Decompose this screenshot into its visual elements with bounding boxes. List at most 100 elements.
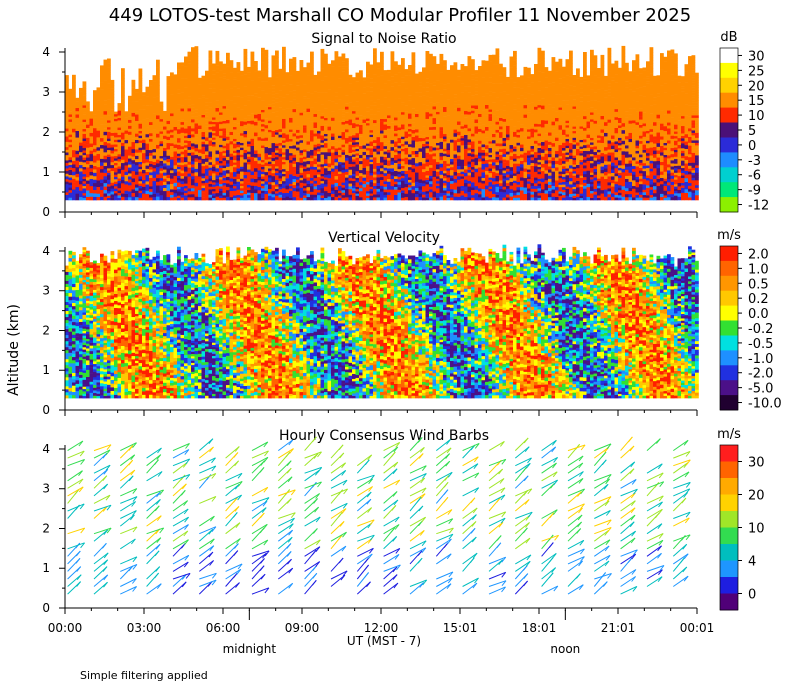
colorbar-label: 4 <box>748 555 756 570</box>
x-tick-label: 18:01 <box>522 621 557 635</box>
colorbar-swatch <box>720 290 738 306</box>
colorbar-swatch <box>720 494 738 512</box>
colorbar-label: -0.5 <box>748 337 773 352</box>
colorbar-swatch <box>720 335 738 351</box>
colorbar-label: 0.0 <box>748 307 769 322</box>
y-tick-label: 0 <box>42 403 50 417</box>
colorbar-label: 0 <box>748 139 756 154</box>
y-tick-label: 0 <box>42 601 50 615</box>
panel-1: Signal to Noise Ratio 0 1 2 3 4 <box>42 31 699 219</box>
colorbar-unit: m/s <box>717 427 741 442</box>
colorbar-swatch <box>720 197 738 213</box>
heatmap-cells <box>65 45 699 201</box>
colorbar-swatch <box>720 350 738 366</box>
colorbar-label: -1.0 <box>748 352 773 367</box>
colorbar-label: -0.2 <box>748 322 773 337</box>
colorbar-label: 1.0 <box>748 262 769 277</box>
colorbar-swatch <box>720 445 738 462</box>
y-tick-label: 3 <box>42 284 50 298</box>
colorbar-swatch <box>720 320 738 336</box>
colorbar-swatch <box>720 560 738 578</box>
x-tick-label: 12:00 <box>364 621 399 635</box>
colorbar-swatch <box>720 62 738 79</box>
colorbar-label: -3 <box>748 154 761 169</box>
y-tick-label: 1 <box>42 363 50 377</box>
x-tick-label: 00:00 <box>48 621 83 635</box>
colorbar-label: 0.2 <box>748 292 769 307</box>
colorbar-label: 2.0 <box>748 247 769 262</box>
colorbar-swatch <box>720 167 738 183</box>
y-tick-label: 2 <box>42 521 50 535</box>
colorbar-swatch <box>720 544 738 561</box>
colorbar-label: 15 <box>748 94 765 109</box>
colorbar-swatch <box>720 527 738 545</box>
colorbar-unit: dB <box>720 30 737 45</box>
colorbar-swatch <box>720 305 738 321</box>
colorbar-swatch <box>720 77 738 94</box>
x-axis: 00:00 03:00 06:00 09:00 12:00 15:01 18:01 21:01… <box>48 610 715 656</box>
colorbar-label: 0.5 <box>748 277 769 292</box>
colorbar-swatch <box>720 511 738 528</box>
footnote: Simple filtering applied <box>80 669 208 682</box>
panel-title: Hourly Consensus Wind Barbs <box>279 428 489 444</box>
colorbar-label: 30 <box>748 456 765 471</box>
colorbar-label: -10.0 <box>748 397 782 412</box>
colorbar-swatch <box>720 107 738 123</box>
colorbar-label: -2.0 <box>748 367 773 382</box>
x-tick-label: 00:01 <box>680 621 715 635</box>
colorbar-label: -12 <box>748 199 769 214</box>
colorbar-label: -9 <box>748 184 761 199</box>
y-tick-label: 4 <box>42 45 50 59</box>
colorbar-swatch <box>720 122 738 138</box>
y-tick-label: 3 <box>42 85 50 99</box>
colorbar-swatch <box>720 137 738 153</box>
y-tick-label: 2 <box>42 125 50 139</box>
colorbar-2: m/s 2.01.00.50.20.0-0.2-0.5-1.0-2.0-5.0-1… <box>717 228 782 412</box>
colorbar-swatch <box>720 577 738 594</box>
colorbar-swatch <box>720 246 738 262</box>
y-tick-label: 2 <box>42 323 50 337</box>
y-tick-label: 1 <box>42 165 50 179</box>
colorbar-label: 20 <box>748 79 765 94</box>
heatmap-cells <box>65 244 699 399</box>
colorbar-label: 0 <box>748 588 756 603</box>
colorbar-swatch <box>720 593 738 611</box>
x-tick-label: 09:00 <box>285 621 320 635</box>
colorbar-swatch <box>720 380 738 396</box>
x-tick-label: 21:01 <box>601 621 636 635</box>
colorbar-swatch <box>720 182 738 198</box>
colorbar-swatch <box>720 461 738 479</box>
colorbar-swatch <box>720 92 738 108</box>
colorbar-label: 10 <box>748 109 765 124</box>
y-tick-label: 4 <box>42 442 50 456</box>
colorbar-swatch <box>720 365 738 381</box>
colorbar-swatch <box>720 48 738 64</box>
colorbar-label: 25 <box>748 64 765 79</box>
local-marker-label: noon <box>550 642 580 656</box>
colorbar-3: m/s 30 20 10 4 0 <box>717 427 765 611</box>
colorbar-label: 30 <box>748 49 765 64</box>
x-tick-label: 03:00 <box>127 621 162 635</box>
colorbar-swatch <box>720 478 738 495</box>
y-axis-label: Altitude (km) <box>6 304 22 396</box>
colorbar-label: 5 <box>748 124 756 139</box>
colorbar-unit: m/s <box>717 228 741 243</box>
figure-title: 449 LOTOS-test Marshall CO Modular Profi… <box>109 5 691 26</box>
y-tick-label: 4 <box>42 244 50 258</box>
panel-3: Hourly Consensus Wind Barbs 0 1 2 3 4 <box>42 428 698 615</box>
x-axis-label: UT (MST - 7) <box>347 634 421 648</box>
colorbars: dB302520151050-3-6-9-12m/s2.01.00.50.20.… <box>717 30 782 611</box>
y-tick-label: 3 <box>42 482 50 496</box>
panel-title: Vertical Velocity <box>328 230 440 246</box>
colorbar-label: -5.0 <box>748 382 773 397</box>
colorbar-swatch <box>720 152 738 168</box>
panel-2: Vertical Velocity 0 1 2 3 4 <box>42 230 699 417</box>
x-tick-label: 15:01 <box>443 621 478 635</box>
y-tick-label: 1 <box>42 561 50 575</box>
x-tick-label: 06:00 <box>206 621 241 635</box>
local-marker-label: midnight <box>223 642 277 656</box>
panel-title: Signal to Noise Ratio <box>311 31 456 47</box>
